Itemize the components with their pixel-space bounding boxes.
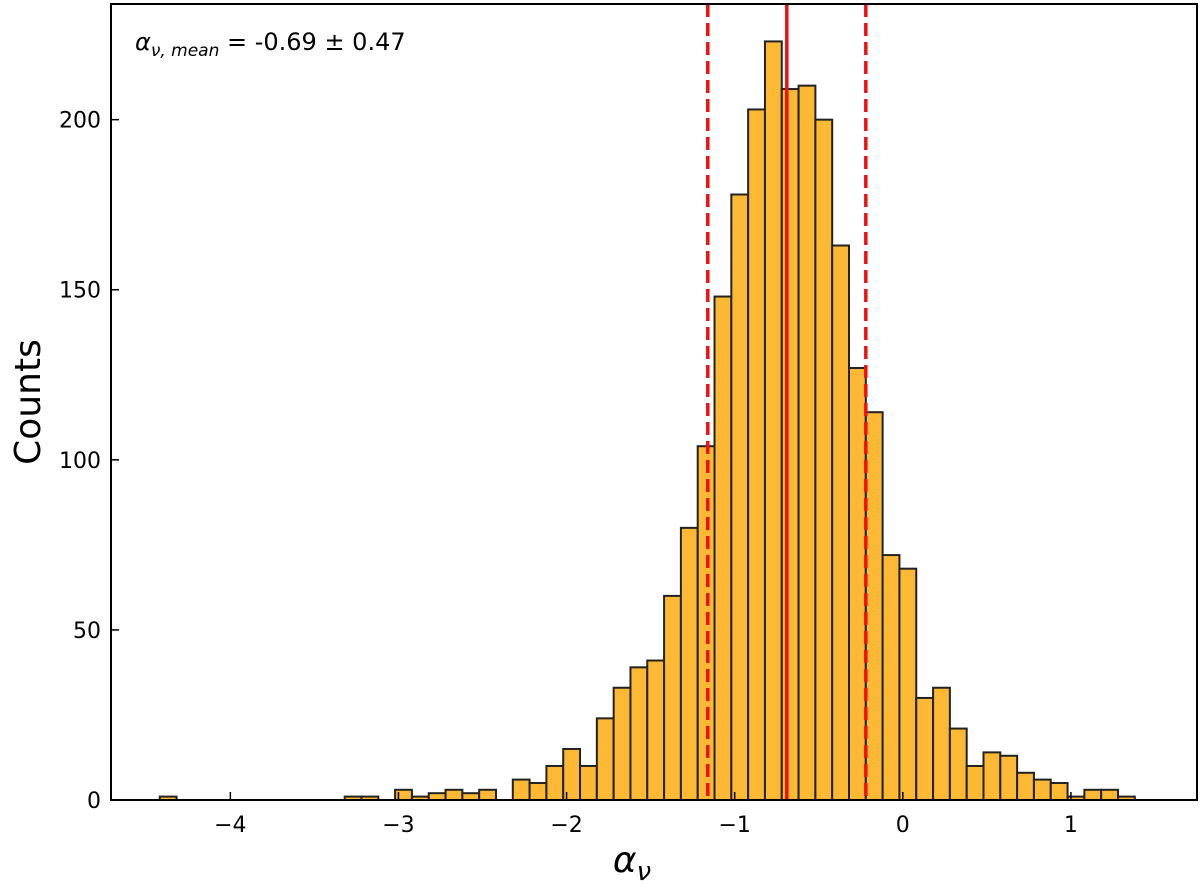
bar xyxy=(814,118,834,801)
x-tick-label: −2 xyxy=(550,813,582,838)
bar xyxy=(932,686,951,801)
bar xyxy=(646,659,666,801)
y-tick-label: 150 xyxy=(59,279,101,304)
bar xyxy=(848,366,867,801)
plot-frame xyxy=(110,3,1198,801)
bar xyxy=(780,88,800,802)
bar xyxy=(427,792,447,802)
bar xyxy=(511,778,531,801)
bar xyxy=(528,781,548,802)
bar xyxy=(999,754,1019,801)
x-label-base: α xyxy=(613,840,637,881)
bar xyxy=(1083,788,1103,801)
x-tick-label: 0 xyxy=(896,813,910,838)
x-tick-label: 1 xyxy=(1064,813,1078,838)
bar xyxy=(629,666,649,801)
annotation-sub: ν, mean xyxy=(151,41,220,61)
bar xyxy=(763,40,783,801)
x-tick-label: −1 xyxy=(718,813,750,838)
bar xyxy=(444,788,464,801)
bar xyxy=(747,108,766,801)
y-tick-label: 0 xyxy=(87,789,101,814)
annotation-base: α xyxy=(135,28,151,56)
x-axis-label: αν xyxy=(613,840,651,887)
bar xyxy=(562,747,582,802)
bar xyxy=(679,526,699,801)
bar xyxy=(864,411,884,801)
y-axis-label: Counts xyxy=(8,339,49,465)
bar xyxy=(881,554,901,801)
bar xyxy=(478,788,497,801)
bar xyxy=(965,764,985,802)
bar xyxy=(730,193,750,801)
bar xyxy=(545,764,565,802)
x-tick-label: −4 xyxy=(214,813,246,838)
bar xyxy=(394,788,413,801)
x-tick-label: −3 xyxy=(382,813,414,838)
bar xyxy=(713,295,733,801)
bar xyxy=(461,792,481,802)
bar xyxy=(948,727,968,801)
bar xyxy=(797,84,817,801)
annotation: αν, mean = -0.69 ± 0.47 xyxy=(135,28,406,61)
bar xyxy=(579,764,598,802)
bar xyxy=(1032,778,1052,801)
bar xyxy=(1100,788,1119,801)
bar xyxy=(612,686,632,801)
annotation-text: = -0.69 ± 0.47 xyxy=(219,28,405,56)
bar xyxy=(595,717,615,801)
y-tick-label: 100 xyxy=(59,449,101,474)
bar xyxy=(982,751,1002,802)
bar xyxy=(1049,781,1069,802)
y-tick-label: 200 xyxy=(59,109,101,134)
bar xyxy=(898,567,918,802)
y-tick-label: 50 xyxy=(73,619,101,644)
bar xyxy=(915,696,935,802)
bar xyxy=(663,594,682,802)
x-label-sub: ν xyxy=(637,857,652,887)
bar xyxy=(1016,771,1035,801)
bar xyxy=(831,244,851,801)
